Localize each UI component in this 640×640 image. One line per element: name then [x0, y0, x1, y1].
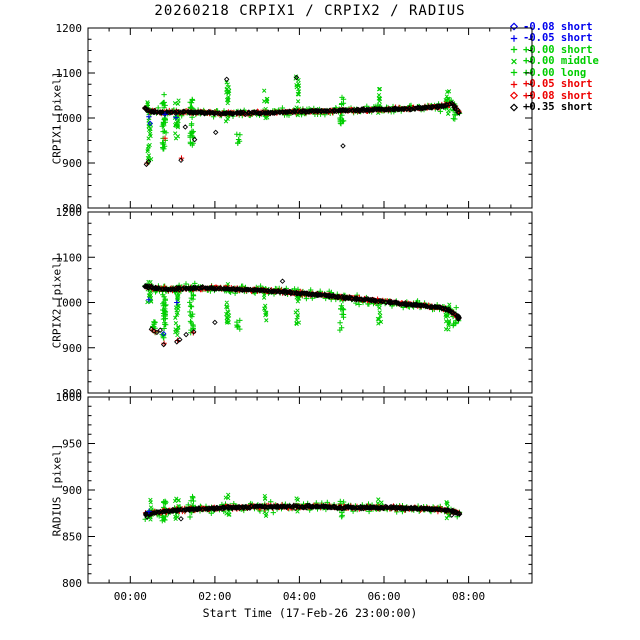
- x-tick-label: 04:00: [283, 590, 316, 603]
- diamond-marker-icon: [509, 103, 519, 112]
- y-tick-label: 800: [62, 202, 82, 215]
- legend-item: -0.08 short: [507, 21, 639, 33]
- plus-marker-icon: [510, 46, 518, 53]
- panel-box-crpix2: [87, 211, 533, 394]
- scatter-crpix2-blue-diamond: [160, 330, 167, 337]
- y-tick-label: 1000: [56, 391, 83, 404]
- scatter-crpix2-black-diamond: [142, 278, 463, 348]
- y-tick-label: 1200: [56, 22, 83, 35]
- legend-label: +0.00 long: [523, 66, 587, 79]
- x-tick-label: 08:00: [452, 590, 485, 603]
- x-tick-label: 02:00: [198, 590, 231, 603]
- scatter-crpix1-green-plus: [144, 91, 463, 152]
- scatter-crpix2-blue-plus: [146, 297, 180, 306]
- xaxis-label: Start Time (17-Feb-26 23:00:00): [202, 606, 418, 620]
- axis-ticks-crpix2: [87, 211, 533, 394]
- plot-title: 20260218 CRPIX1 / CRPIX2 / RADIUS: [154, 3, 466, 19]
- diamond-marker-icon: [509, 22, 519, 31]
- y-tick-label: 850: [62, 531, 82, 544]
- legend-item: +0.08 short: [507, 90, 639, 102]
- x-tick-label: 06:00: [367, 590, 400, 603]
- y-tick-label: 1100: [56, 251, 83, 264]
- legend-label: +0.00 middle: [523, 55, 599, 68]
- diamond-marker-icon: [509, 91, 519, 100]
- axis-ticks-radius: [87, 396, 533, 584]
- y-tick-label: 1000: [56, 297, 83, 310]
- legend-label: +0.05 short: [523, 78, 593, 91]
- legend-label: +0.08 short: [523, 89, 593, 102]
- panel-box-crpix1: [87, 27, 533, 209]
- legend-item: +0.00 short: [507, 44, 639, 56]
- panel-box-radius: [87, 396, 533, 584]
- y-tick-label: 950: [62, 438, 82, 451]
- y-tick-label: 900: [62, 342, 82, 355]
- y-tick-label: 800: [62, 387, 82, 400]
- y-tick-label: 900: [62, 157, 82, 170]
- axis-ticks-crpix1: [87, 27, 533, 209]
- legend-item: -0.05 short: [507, 32, 639, 45]
- legend-item: +0.35 short: [507, 101, 639, 114]
- x-tick-label: 00:00: [114, 590, 147, 603]
- scatter-crpix1-blue-plus: [146, 111, 179, 121]
- legend: -0.08 short -0.05 short +0.00 short +0.00 m…: [507, 21, 639, 113]
- legend-item: +0.00 long: [507, 67, 639, 79]
- legend-label: -0.05 short: [523, 32, 593, 45]
- legend-label: -0.08 short: [523, 20, 593, 33]
- y-tick-label: 1200: [56, 206, 83, 219]
- legend-label: +0.00 short: [523, 43, 593, 56]
- y-tick-label: 1100: [56, 67, 83, 80]
- scatter-radius-black-diamond: [142, 502, 463, 522]
- legend-label: +0.35 short: [523, 101, 593, 114]
- legend-item: +0.05 short: [507, 78, 639, 91]
- y-tick-label: 900: [62, 484, 82, 497]
- plus-marker-icon: [510, 35, 518, 42]
- plus-marker-icon: [510, 81, 518, 88]
- scatter-radius-blue-plus: [146, 508, 152, 515]
- plus-marker-icon: [510, 69, 518, 76]
- y-tick-label: 800: [62, 577, 82, 590]
- scatter-crpix1-black-diamond: [141, 74, 462, 168]
- x-marker-icon: [511, 58, 517, 65]
- legend-item: +0.00 middle: [507, 55, 639, 68]
- scatter-crpix1-green-x: [145, 74, 452, 165]
- scatter-crpix1-blue-diamond: [147, 120, 153, 127]
- y-tick-label: 1000: [56, 112, 83, 125]
